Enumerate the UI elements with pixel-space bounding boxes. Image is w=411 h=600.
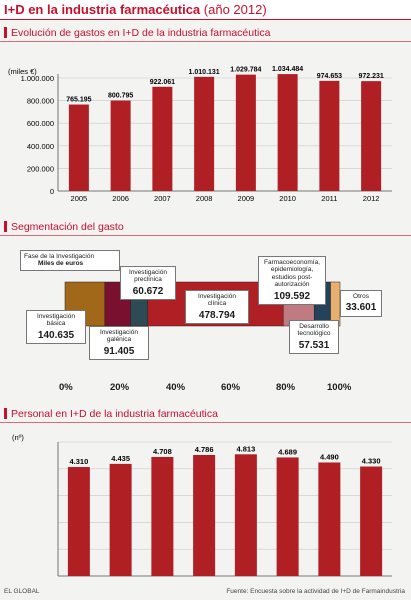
section-title-text: Personal en I+D de la industria farmacéu… (11, 408, 218, 420)
segment-value: 33.601 (345, 302, 377, 314)
data-label: 4.813 (236, 444, 255, 453)
data-label: 4.490 (320, 452, 339, 461)
data-label: 974.653 (317, 73, 342, 80)
y-tick-label: 800.000 (27, 97, 54, 106)
bar (110, 100, 131, 191)
segment-box-clinica: Investigación clínica 478.794 (185, 290, 249, 325)
x-tick-label: 2008 (196, 194, 213, 203)
segment-name: Investigación clínica (198, 293, 236, 308)
y-tick-label: 0 (50, 187, 54, 196)
pct-tick-40: 40% (166, 382, 186, 393)
section-marker (4, 408, 7, 419)
section-title-gastos: Evolución de gastos en I+D de la industr… (4, 27, 270, 39)
section-title-segmentacion: Segmentación del gasto (4, 221, 124, 233)
bar (319, 80, 340, 191)
x-tick-label: 2012 (363, 194, 380, 203)
pct-tick-100: 100% (327, 382, 352, 393)
x-tick-label: 2005 (71, 194, 88, 203)
pct-tick-60: 60% (221, 382, 241, 393)
data-label: 922.061 (150, 79, 175, 86)
bar (152, 86, 173, 191)
x-tick-label: 2007 (154, 194, 171, 203)
segment-value: 109.592 (273, 290, 311, 302)
bar (67, 467, 90, 576)
legend-title-line1: Fase de la Investigación (24, 253, 95, 260)
page-title: I+D en la industria farmacéutica (año 20… (4, 2, 267, 17)
data-label: 1.034.484 (272, 66, 303, 73)
bar (109, 463, 132, 576)
section-marker (4, 27, 7, 38)
data-label: 972.231 (358, 73, 383, 80)
bar (318, 462, 341, 576)
data-label: 4.310 (69, 457, 88, 466)
section-rule (0, 235, 411, 236)
y-axis-label: (miles €) (8, 67, 37, 76)
segment-name: Investigación galénica (100, 329, 138, 344)
chart-personal: (nº) 4.310 4.435 4.708 4.786 4.813 4.689 4.490 4… (12, 433, 392, 577)
bar (276, 457, 299, 576)
data-label: 4.689 (278, 447, 297, 456)
bar (234, 454, 257, 576)
x-tick-label: 2011 (321, 194, 337, 203)
y-tick-label: 200.000 (27, 164, 54, 173)
data-label: 765.195 (66, 97, 91, 104)
section-title-personal: Personal en I+D de la industria farmacéu… (4, 408, 218, 420)
pct-tick-20: 20% (110, 382, 130, 393)
section-rule (0, 41, 411, 42)
legend-title-box: Fase de la Investigación Miles de euros (20, 250, 120, 271)
x-tick-label: 2006 (112, 194, 129, 203)
segment-value: 57.531 (298, 339, 330, 351)
data-label: 4.435 (111, 454, 130, 463)
pct-tick-80: 80% (276, 382, 296, 393)
chart-gastos: (miles €) 0 200.000 400.000 600.000 800.000 1.… (8, 66, 392, 203)
segment-value: 60.672 (132, 285, 164, 297)
legend-title-line2: Miles de euros (38, 260, 84, 268)
data-label: 1.010.131 (189, 69, 220, 76)
segment-box-desarrollo: Desarrollo tecnológico 57.531 (289, 320, 339, 355)
y-axis-label: (nº) (12, 433, 24, 442)
bar (235, 74, 256, 191)
data-label: 800.795 (108, 93, 133, 100)
x-tick-label: 2010 (279, 194, 296, 203)
data-label: 1.029.784 (230, 67, 261, 74)
segment-value: 140.635 (37, 329, 75, 341)
segment-name: Desarrollo tecnológico (297, 323, 331, 338)
segment-value: 478.794 (198, 309, 236, 321)
pct-tick-0: 0% (59, 382, 73, 393)
segment-box-preclinica: Investigación preclínica 60.672 (120, 266, 176, 301)
data-label: 4.708 (153, 447, 172, 456)
segment-box-galenica: Investigación galénica 91.405 (89, 326, 149, 361)
section-title-text: Evolución de gastos en I+D de la industr… (11, 27, 271, 39)
y-tick-label: 1.000.000 (21, 74, 54, 83)
bar (193, 454, 216, 576)
segment-name: Farmacoeconomía, epidemiología, estudios… (264, 259, 320, 289)
footer-brand: EL GLOBAL (4, 588, 40, 595)
footer-source: Fuente: Encuesta sobre la actividad de I… (226, 588, 405, 595)
data-label: 4.330 (362, 457, 381, 466)
segment-box-farmacoeconomia: Farmacoeconomía, epidemiología, estudios… (258, 256, 326, 306)
section-rule (0, 422, 411, 423)
title-suffix: (año 2012) (203, 2, 267, 17)
bar (194, 76, 215, 191)
segment-name: Otros (353, 293, 369, 300)
data-label: 4.786 (195, 445, 214, 454)
section-title-text: Segmentación del gasto (11, 221, 124, 233)
bar (277, 74, 298, 191)
bar (68, 104, 89, 191)
x-tick-label: 2009 (238, 194, 255, 203)
title-bar: I+D en la industria farmacéutica (año 20… (0, 0, 411, 19)
title-rule (0, 19, 411, 20)
segment-name: Investigación preclínica (129, 269, 167, 284)
y-tick-label: 600.000 (27, 119, 54, 128)
bar (360, 466, 383, 576)
segment-box-basica: Investigación básica 140.635 (26, 310, 86, 345)
segment-box-otros: Otros 33.601 (340, 290, 382, 317)
section-marker (4, 221, 7, 232)
title-text: I+D en la industria farmacéutica (4, 2, 201, 17)
segment-name: Investigación básica (37, 313, 75, 328)
y-tick-label: 400.000 (27, 142, 54, 151)
bar (361, 81, 382, 191)
segment-value: 91.405 (103, 345, 135, 357)
bar (151, 456, 174, 576)
